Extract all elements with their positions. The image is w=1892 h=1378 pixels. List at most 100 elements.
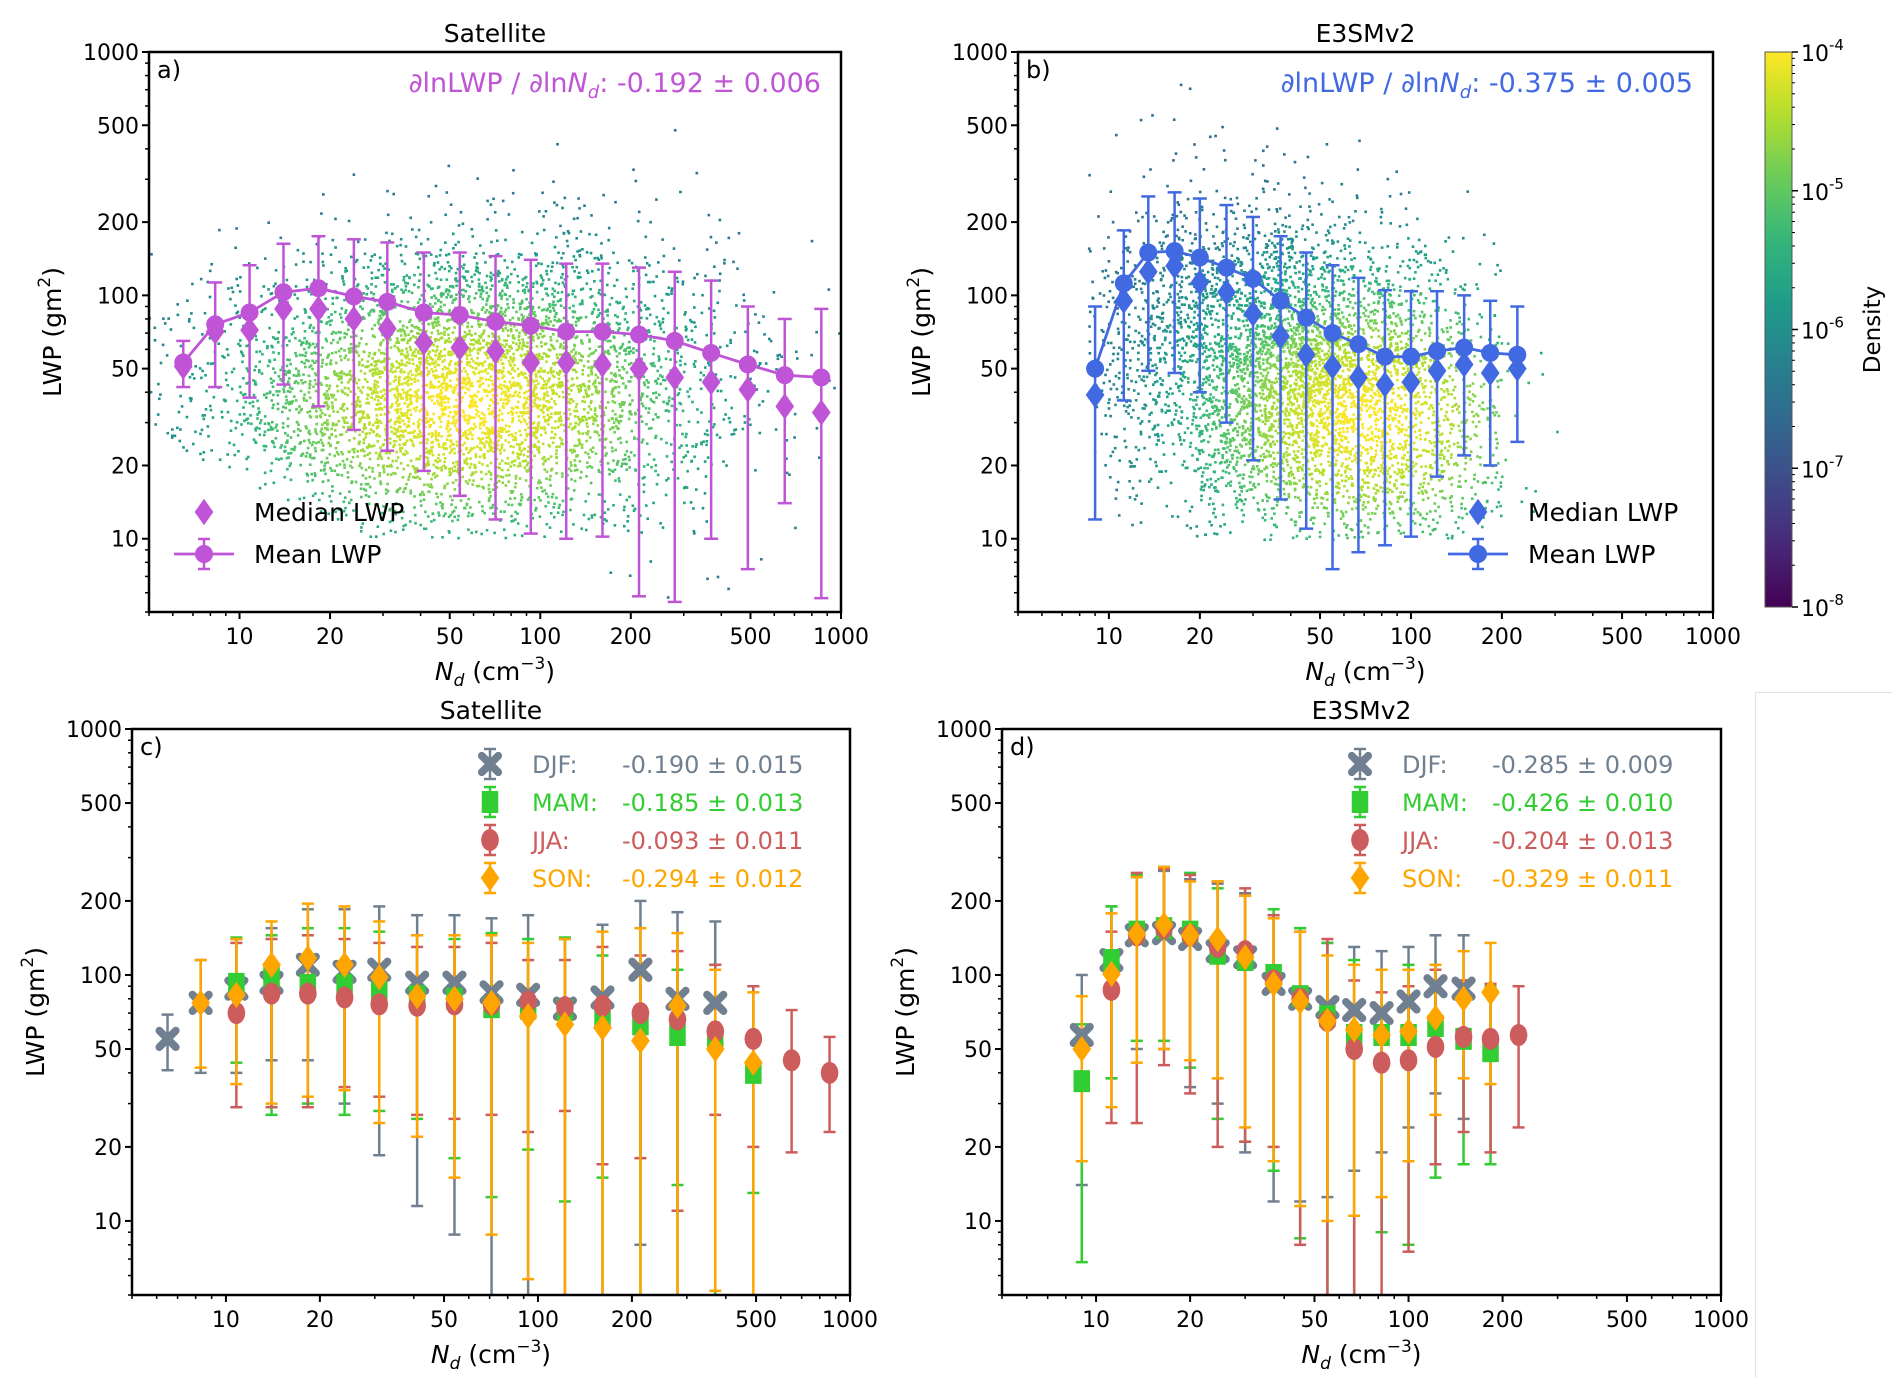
density-point <box>340 348 343 351</box>
density-point <box>449 440 452 443</box>
density-point <box>397 456 400 459</box>
density-point <box>328 414 331 417</box>
density-point <box>523 397 526 400</box>
density-point <box>554 427 557 430</box>
density-point <box>551 468 554 471</box>
density-point <box>326 384 329 387</box>
density-point <box>538 210 541 213</box>
density-point <box>437 261 440 264</box>
density-point <box>454 278 457 281</box>
density-point <box>483 453 486 456</box>
density-point <box>509 465 512 468</box>
density-point <box>329 362 332 365</box>
density-point <box>437 333 440 336</box>
density-point <box>337 453 340 456</box>
density-point <box>518 332 521 335</box>
density-point <box>657 474 660 477</box>
density-point <box>618 480 621 483</box>
density-point <box>401 353 404 356</box>
density-point <box>499 452 502 455</box>
density-point <box>264 422 267 425</box>
density-point <box>656 483 659 486</box>
density-point <box>438 286 441 289</box>
density-point <box>480 293 483 296</box>
density-point <box>164 322 167 325</box>
density-point <box>511 421 514 424</box>
density-point <box>447 367 450 370</box>
density-point <box>586 466 589 469</box>
density-point <box>550 412 553 415</box>
density-point <box>585 475 588 478</box>
density-point <box>610 470 613 473</box>
density-point <box>638 211 641 214</box>
density-point <box>489 432 492 435</box>
density-point <box>242 355 245 358</box>
density-point <box>176 303 179 306</box>
density-point <box>469 466 472 469</box>
density-point <box>708 214 711 217</box>
density-point <box>614 375 617 378</box>
density-point <box>626 520 629 523</box>
density-point <box>170 328 173 331</box>
density-point <box>497 335 500 338</box>
density-point <box>406 326 409 329</box>
density-point <box>478 335 481 338</box>
density-point <box>279 446 282 449</box>
density-point <box>568 387 571 390</box>
density-point <box>230 420 233 423</box>
density-point <box>332 422 335 425</box>
density-point <box>472 360 475 363</box>
density-point <box>448 471 451 474</box>
density-point <box>556 354 559 357</box>
density-point <box>560 320 563 323</box>
density-point <box>550 437 553 440</box>
density-point <box>345 354 348 357</box>
density-point <box>413 274 416 277</box>
density-point <box>330 359 333 362</box>
density-point <box>474 405 477 408</box>
density-point <box>432 358 435 361</box>
density-point <box>560 298 563 301</box>
density-point <box>468 295 471 298</box>
density-point <box>558 420 561 423</box>
density-point <box>658 320 661 323</box>
density-point <box>554 420 557 423</box>
density-point <box>392 472 395 475</box>
density-point <box>535 253 538 256</box>
density-point <box>299 430 302 433</box>
density-point <box>519 396 522 399</box>
density-point <box>309 453 312 456</box>
density-point <box>447 261 450 264</box>
density-point <box>367 483 370 486</box>
density-point <box>242 406 245 409</box>
density-point <box>336 441 339 444</box>
density-point <box>539 370 542 373</box>
density-point <box>470 383 473 386</box>
density-point <box>435 432 438 435</box>
density-point <box>438 364 441 367</box>
density-point <box>378 315 381 318</box>
density-point <box>520 314 523 317</box>
density-point <box>231 388 234 391</box>
density-point <box>511 407 514 410</box>
density-point <box>332 297 335 300</box>
density-point <box>537 440 540 443</box>
density-point <box>556 143 559 146</box>
density-point <box>429 386 432 389</box>
density-point <box>501 413 504 416</box>
density-point <box>484 361 487 364</box>
density-point <box>396 491 399 494</box>
density-point <box>614 449 617 452</box>
density-point <box>392 371 395 374</box>
density-point <box>594 381 597 384</box>
density-point <box>501 377 504 380</box>
density-point <box>474 297 477 300</box>
density-point <box>482 252 485 255</box>
density-point <box>479 362 482 365</box>
density-point <box>340 381 343 384</box>
density-point <box>577 197 580 200</box>
density-point <box>288 409 291 412</box>
density-point <box>499 384 502 387</box>
density-point <box>362 300 365 303</box>
density-point <box>636 349 639 352</box>
